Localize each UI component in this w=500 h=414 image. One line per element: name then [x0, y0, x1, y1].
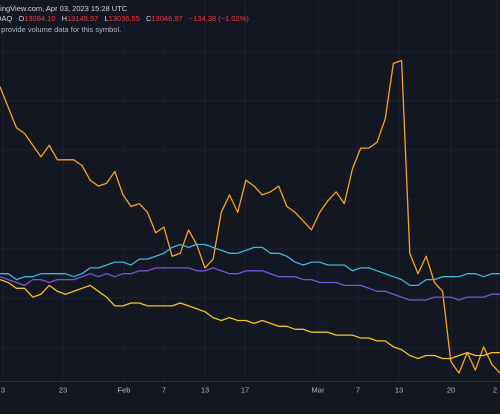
x-tick-label: 20: [447, 386, 455, 395]
series-line-2: [0, 267, 500, 301]
ohlc-high-value: 13145.97: [67, 14, 99, 23]
x-tick-label: Feb: [118, 386, 131, 395]
x-tick-label: 3: [1, 386, 5, 395]
chart-source-line: dingView.com, Apr 03, 2023 15:28 UTC: [0, 4, 127, 13]
series-line-1: [0, 243, 500, 287]
ohlc-close-key: C: [145, 14, 152, 23]
series-line-0: [0, 59, 500, 374]
volume-notice-text: t provide volume data for this symbol.: [0, 25, 122, 34]
series-layer: [0, 59, 500, 374]
x-tick-label: 7: [356, 386, 360, 395]
ohlc-low-key: L: [104, 14, 109, 23]
ohlc-close-value: 13046.97: [151, 14, 183, 23]
x-tick-label: 2: [493, 386, 497, 395]
horizontal-grid: [0, 51, 500, 349]
x-tick-label: 13: [395, 386, 403, 395]
ohlc-open-key: O: [18, 14, 25, 23]
x-tick-label: 23: [59, 386, 67, 395]
symbol-label[interactable]: DAQ: [0, 14, 13, 23]
ohlc-high-key: H: [61, 14, 68, 23]
x-tick-label: 17: [241, 386, 249, 395]
ohlc-low-value: 13036.55: [108, 14, 140, 23]
series-line-3: [0, 278, 500, 360]
change-value: −134.38 (−1.02%): [188, 14, 249, 23]
x-tick-label: 13: [201, 386, 209, 395]
ohlc-open-value: 13084.10: [24, 14, 56, 23]
source-text: dingView.com, Apr 03, 2023 15:28 UTC: [0, 4, 128, 13]
x-axis[interactable]: 3 23 Feb 7 13 17 Mar 7 13 20 2: [0, 381, 500, 395]
vertical-grid: [2, 0, 498, 381]
volume-notice: t provide volume data for this symbol.: [0, 25, 121, 34]
x-tick-label: 7: [162, 386, 166, 395]
ohlc-legend[interactable]: DAQ O13084.10 H13145.97 L13036.55 C13046…: [0, 14, 249, 23]
x-tick-label: Mar: [312, 386, 325, 395]
